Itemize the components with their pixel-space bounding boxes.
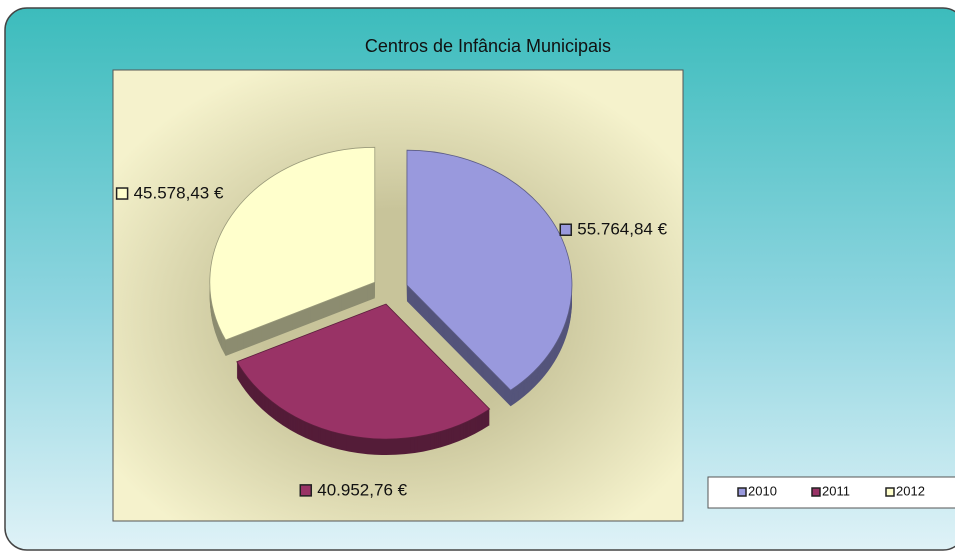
data-label: 45.578,43 € [134,184,224,203]
slice [236,303,491,440]
data-label: 55.764,84 € [577,220,667,239]
legend-marker [885,487,895,497]
data-label: 40.952,76 € [317,480,407,499]
chart-title: Centros de Infância Municipais [365,36,611,56]
legend-label: 2012 [896,483,925,498]
legend-label: 2011 [822,483,850,498]
slice [406,149,573,391]
legend-label: 2010 [748,483,777,498]
label-marker [559,223,573,236]
legend-marker [737,487,747,497]
legend-marker [811,487,821,497]
label-marker [115,187,129,200]
slice [209,146,376,341]
label-marker [299,484,313,497]
legend [707,476,955,509]
